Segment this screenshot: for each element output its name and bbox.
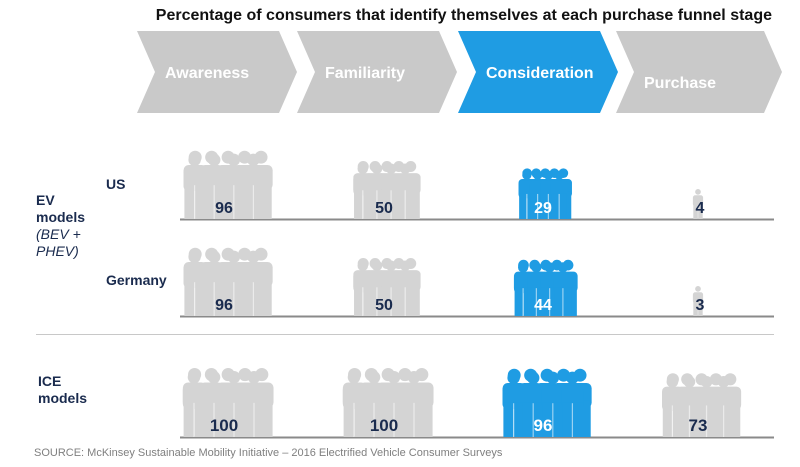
germany-label: Germany xyxy=(106,272,167,288)
value-label-ice-models-consideration: 96 xyxy=(534,416,553,435)
people-group-us-consideration xyxy=(518,168,572,219)
people-group-ice-models-consideration xyxy=(502,368,592,437)
ice-label-line2: models xyxy=(38,390,88,406)
people-group-germany-purchase xyxy=(692,286,704,316)
people-group-germany-familiarity xyxy=(353,257,421,316)
people-group-ice-models-awareness xyxy=(182,368,274,437)
value-label-germany-consideration: 44 xyxy=(534,297,552,314)
value-label-germany-awareness: 96 xyxy=(215,297,233,314)
value-label-us-awareness: 96 xyxy=(215,200,233,217)
people-group-germany-consideration xyxy=(513,259,578,316)
value-label-germany-familiarity: 50 xyxy=(375,297,393,314)
value-label-us-familiarity: 50 xyxy=(375,200,393,217)
value-label-us-purchase: 4 xyxy=(696,200,705,217)
value-label-ice-models-purchase: 73 xyxy=(689,416,708,435)
ev-label-line1: EV xyxy=(36,192,55,208)
section-divider xyxy=(36,334,774,335)
ev-label-line4: PHEV) xyxy=(36,243,79,259)
people-group-us-purchase xyxy=(692,189,704,219)
people-group-us-awareness xyxy=(183,150,273,219)
value-label-germany-purchase: 3 xyxy=(696,297,705,314)
ev-label-line3: (BEV + xyxy=(36,226,81,242)
people-group-germany-awareness xyxy=(183,247,273,316)
value-label-us-consideration: 29 xyxy=(534,200,552,217)
people-group-ice-models-purchase xyxy=(661,373,742,437)
source-note: SOURCE: McKinsey Sustainable Mobility In… xyxy=(34,447,503,459)
us-label: US xyxy=(106,176,126,192)
ev-label-line2: models xyxy=(36,209,86,225)
chart-title: Percentage of consumers that identify th… xyxy=(155,7,772,24)
people-group-ice-models-familiarity xyxy=(342,368,434,437)
ice-label-line1: ICE xyxy=(38,373,62,389)
value-label-ice-models-awareness: 100 xyxy=(210,416,238,435)
value-label-ice-models-familiarity: 100 xyxy=(370,416,398,435)
ice-models-label: ICE models xyxy=(38,373,87,407)
ev-models-label: EV models (BEV + PHEV) xyxy=(36,192,85,260)
people-group-us-familiarity xyxy=(353,160,421,219)
